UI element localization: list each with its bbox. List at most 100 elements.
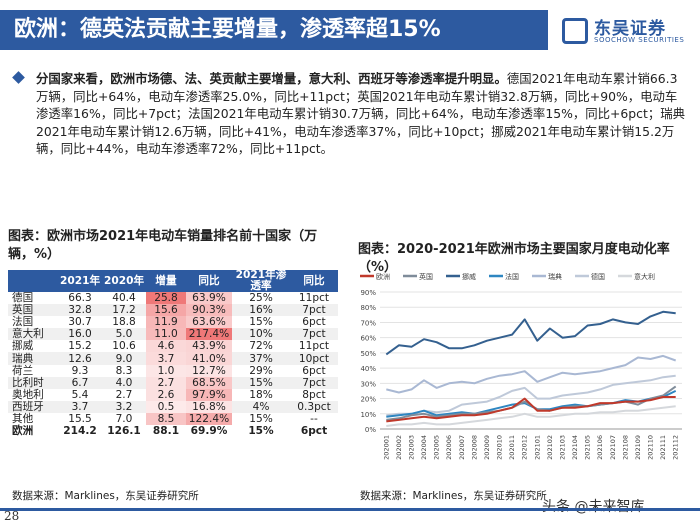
- y-tick-label: 30%: [360, 380, 376, 388]
- x-tick-label: 202110: [647, 435, 655, 460]
- table-cell: 4.0: [102, 376, 146, 389]
- logo: 东吴证券 SOOCHOW SECURITIES: [562, 14, 692, 50]
- table-cell: 97.9%: [186, 388, 232, 401]
- x-tick-label: 202009: [483, 435, 491, 460]
- y-tick-label: 40%: [360, 365, 376, 373]
- summary-body: 德国2021年电动车累计销66.3万辆，同比+64%，电动车渗透率25.0%，同…: [36, 71, 686, 157]
- x-tick-label: 202107: [609, 435, 617, 460]
- table-cell: --: [290, 412, 338, 426]
- x-tick-label: 202102: [546, 435, 554, 460]
- x-tick-label: 202010: [496, 435, 504, 460]
- table-cell: 7.0: [102, 412, 146, 426]
- table-cell: 5.0: [102, 328, 146, 341]
- y-tick-label: 80%: [360, 304, 376, 312]
- y-tick-label: 50%: [360, 350, 376, 358]
- table-row: 德国 66.3 40.4 25.8 63.9% 25% 11pct: [8, 292, 338, 305]
- logo-en-text: SOOCHOW SECURITIES: [594, 36, 685, 44]
- table-cell: 16%: [232, 304, 290, 317]
- table-cell: 68.5%: [186, 376, 232, 389]
- table-cell: 2.7: [102, 388, 146, 401]
- table-cell: 122.4%: [186, 412, 232, 426]
- x-tick-label: 202106: [596, 435, 604, 460]
- table-cell: 217.4%: [186, 328, 232, 341]
- summary-bold: 分国家来看，欧洲市场德、法、英贡献主要增量，意大利、西班牙等渗透率提升明显。: [36, 71, 507, 86]
- legend-label: 德国: [591, 272, 605, 281]
- table-cell: 2.7: [146, 376, 186, 389]
- table-cell: 9.0: [102, 352, 146, 365]
- country-cell: 欧洲: [8, 425, 58, 438]
- logo-cn-text: 东吴证券: [594, 19, 666, 39]
- table-body: 德国 66.3 40.4 25.8 63.9% 25% 11pct 英国 32.8 17.2 15.…: [8, 292, 338, 438]
- x-tick-label: 202104: [571, 435, 579, 460]
- table-source: 数据来源：Marklines，东吴证券研究所: [12, 490, 199, 502]
- x-tick-label: 202108: [621, 435, 629, 460]
- x-tick-label: 202101: [533, 435, 541, 460]
- country-cell: 挪威: [8, 340, 58, 353]
- page-number: 28: [4, 509, 20, 523]
- line-chart: 0% 10% 20% 30% 40% 50% 60% 70% 80% 90% 202001 20200…: [360, 272, 682, 460]
- x-tick-label: 202005: [433, 435, 441, 460]
- table-cell: 12.6: [58, 352, 102, 365]
- table-cell: 15%: [232, 425, 290, 438]
- table-cell: 30.7: [58, 316, 102, 329]
- series-line: [385, 310, 676, 356]
- series-line: [386, 396, 676, 423]
- table-row: 意大利 16.0 5.0 11.0 217.4% 10% 7pct: [8, 328, 338, 341]
- table-cell: 16.8%: [186, 400, 232, 413]
- x-tick-label: 202001: [382, 435, 390, 460]
- table-cell: 10%: [232, 328, 290, 341]
- table-title: 图表：欧洲市场2021年电动车销量排名前十国家（万辆，%）: [8, 229, 318, 262]
- table-cell: 72%: [232, 340, 290, 353]
- table-row: 荷兰 9.3 8.3 1.0 12.7% 29% 6pct: [8, 364, 338, 377]
- country-cell: 其他: [8, 412, 58, 426]
- legend-label: 意大利: [634, 272, 655, 281]
- country-cell: 德国: [8, 292, 58, 305]
- y-tick-label: 0%: [365, 426, 376, 434]
- table-header-cell: 同比: [186, 270, 232, 292]
- chart-source: 数据来源：Marklines，东吴证券研究所: [360, 490, 547, 502]
- table-cell: 6pct: [290, 364, 338, 377]
- table-cell: 90.3%: [186, 304, 232, 317]
- table-cell: 15.5: [58, 412, 102, 426]
- x-tick-label: 202103: [558, 435, 566, 460]
- table-cell: 15%: [232, 412, 290, 426]
- table-header-cell: [8, 270, 58, 292]
- summary-bullet: 分国家来看，欧洲市场德、法、英贡献主要增量，意大利、西班牙等渗透率提升明显。德国…: [12, 70, 689, 158]
- table-cell: 8.3: [102, 364, 146, 377]
- table-cell: 10.6: [102, 340, 146, 353]
- table-cell: 88.1: [146, 425, 186, 438]
- table-cell: 214.2: [58, 425, 102, 438]
- table-cell: 6pct: [290, 316, 338, 329]
- page-title: 欧洲：德英法贡献主要增量，渗透率超15%: [0, 10, 548, 50]
- y-tick-label: 90%: [360, 289, 376, 297]
- table-header-cell: 2020年: [102, 270, 146, 292]
- table-cell: 9.3: [58, 364, 102, 377]
- summary-text: 分国家来看，欧洲市场德、法、英贡献主要增量，意大利、西班牙等渗透率提升明显。德国…: [36, 70, 689, 158]
- table-cell: 37%: [232, 352, 290, 365]
- table-cell: 3.7: [58, 400, 102, 413]
- x-tick-label: 202008: [470, 435, 478, 460]
- series-line: [386, 374, 676, 417]
- table-cell: 11pct: [290, 292, 338, 305]
- table-cell: 4.6: [146, 340, 186, 353]
- table-cell: 10pct: [290, 352, 338, 365]
- table-cell: 32.8: [58, 304, 102, 317]
- footer-divider: [0, 508, 700, 511]
- table-header-cell: 2021年: [58, 270, 102, 292]
- table-cell: 8.5: [146, 412, 186, 426]
- table-row: 奥地利 5.4 2.7 2.6 97.9% 18% 8pct: [8, 388, 338, 401]
- table-cell: 18%: [232, 388, 290, 401]
- table-cell: 8pct: [290, 388, 338, 401]
- table-cell: 25%: [232, 292, 290, 305]
- table-cell: 6pct: [290, 425, 338, 438]
- table-cell: 5.4: [58, 388, 102, 401]
- legend-label: 英国: [419, 272, 433, 281]
- table-row: 西班牙 3.7 3.2 0.5 16.8% 4% 0.3pct: [8, 400, 338, 413]
- table-cell: 11pct: [290, 340, 338, 353]
- table-row: 英国 32.8 17.2 15.6 90.3% 16% 7pct: [8, 304, 338, 317]
- table-cell: 12.7%: [186, 364, 232, 377]
- x-tick-label: 202105: [584, 435, 592, 460]
- series-line: [386, 405, 676, 427]
- y-tick-label: 20%: [360, 396, 376, 404]
- x-tick-label: 202007: [458, 435, 466, 460]
